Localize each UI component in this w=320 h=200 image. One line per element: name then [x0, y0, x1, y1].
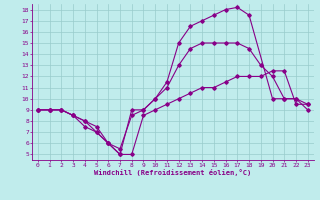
X-axis label: Windchill (Refroidissement éolien,°C): Windchill (Refroidissement éolien,°C) [94, 169, 252, 176]
